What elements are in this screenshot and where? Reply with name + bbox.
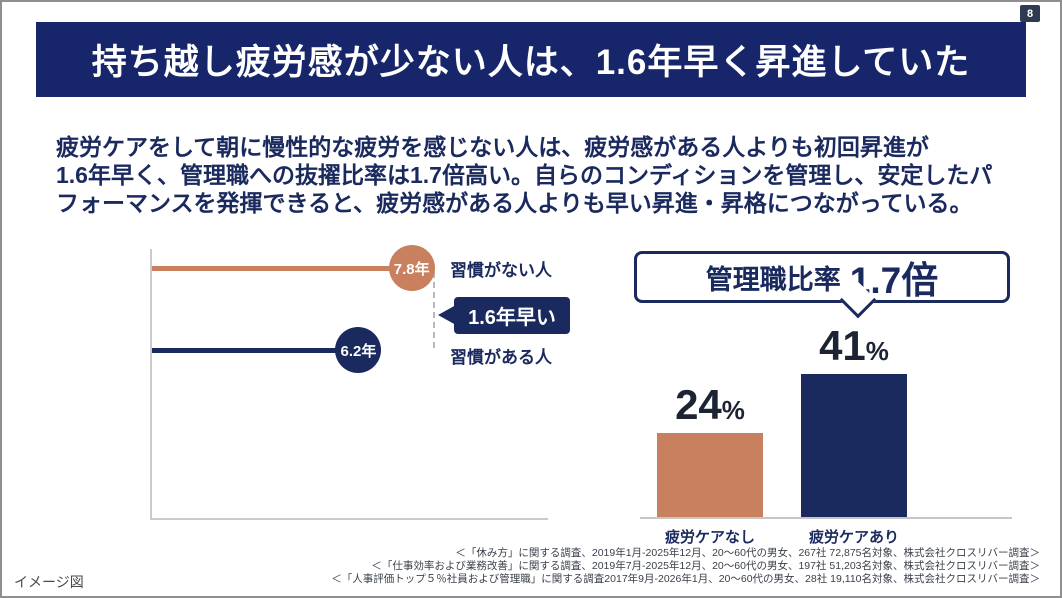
value-number-no-care: 24 — [675, 381, 722, 428]
callout-16-years-earlier: 1.6年早い — [454, 297, 570, 334]
connector-dashed-line — [433, 272, 435, 348]
title-banner: 持ち越し疲労感が少ない人は、1.6年早く昇進していた — [36, 22, 1026, 97]
lead-paragraph: 疲労ケアをして朝に慢性的な疲労を感じない人は、疲労感がある人よりも初回昇進が 1… — [56, 133, 1021, 217]
value-badge-no-habit: 7.8年 — [388, 245, 435, 291]
callout-arrow-icon — [438, 305, 456, 325]
lollipop-habit: 6.2年 — [152, 327, 382, 373]
ratio-title-prefix: 管理職比率 — [705, 264, 841, 295]
ratio-title-box: 管理職比率 1.7倍 — [634, 251, 1010, 303]
source-line-2: ＜「仕事効率および業務改善」に関する調査、2019年7月-2025年12月、20… — [371, 560, 1040, 572]
page-number-badge: 8 — [1020, 5, 1040, 22]
promotion-chart-axis — [150, 249, 548, 520]
bar-group-with-care: 41% — [801, 321, 907, 517]
bar-group-no-care: 24% — [657, 384, 763, 517]
value-suffix-no-care: % — [721, 395, 745, 425]
value-suffix-with-care: % — [865, 335, 889, 366]
source-line-3: ＜「人事評価トップ５％社員および管理職」に関する調査2017年9月-2026年1… — [331, 573, 1040, 585]
value-badge-habit: 6.2年 — [335, 327, 382, 373]
lollipop-line-no-habit — [152, 265, 412, 271]
lollipop-line-habit — [152, 347, 359, 353]
lead-line-3: フォーマンスを発揮できると、疲労感がある人よりも早い昇進・昇格につながっている。 — [56, 190, 973, 216]
value-label-with-care: 41% — [819, 321, 889, 369]
category-label-no-care: 疲労ケアなし — [664, 529, 755, 546]
bar-no-care — [657, 433, 763, 517]
bar-with-care — [801, 373, 907, 517]
category-label-no-habit: 習慣がない人 — [450, 261, 552, 280]
source-line-1: ＜「休み方」に関する調査、2019年1月-2025年12月、20〜60代の男女、… — [455, 547, 1040, 559]
value-number-with-care: 41 — [819, 321, 866, 369]
category-label-habit: 習慣がある人 — [450, 348, 552, 367]
value-label-no-care: 24% — [675, 384, 745, 426]
lollipop-no-habit: 7.8年 — [152, 245, 435, 291]
source-notes: ＜「休み方」に関する調査、2019年1月-2025年12月、20〜60代の男女、… — [331, 547, 1040, 586]
slide-title: 持ち越し疲労感が少ない人は、1.6年早く昇進していた — [91, 43, 971, 82]
image-note: イメージ図 — [14, 574, 84, 590]
bar-chart-baseline — [640, 517, 1012, 519]
category-label-with-care: 疲労ケアあり — [808, 529, 899, 546]
lead-line-2: 1.6年早く、管理職への抜擢比率は1.7倍高い。自らのコンディションを管理し、安… — [56, 162, 993, 188]
lead-line-1: 疲労ケアをして朝に慢性的な疲労を感じない人は、疲労感がある人よりも初回昇進が — [56, 134, 929, 160]
